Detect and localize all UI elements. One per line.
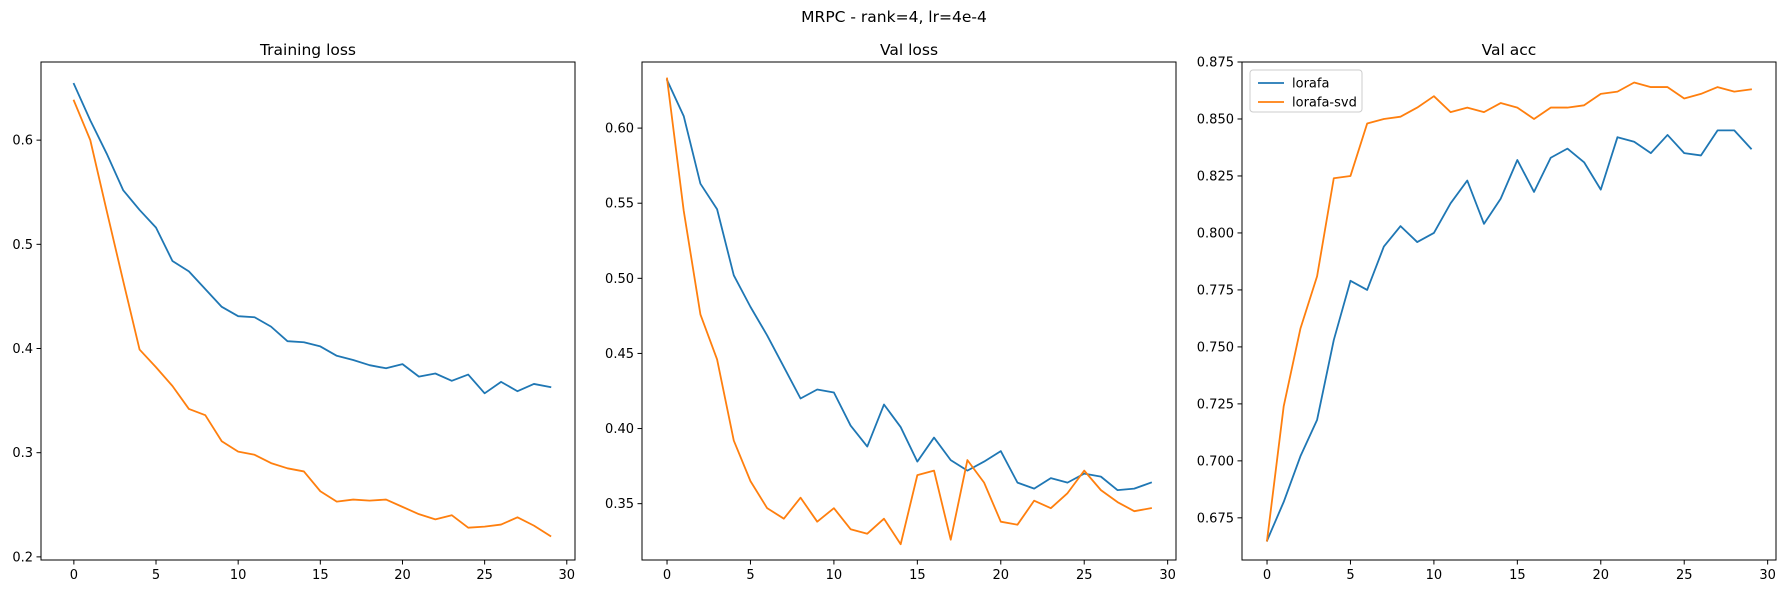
val-loss-xtick-label: 25 (1076, 568, 1093, 583)
val-acc-axes-frame (1241, 61, 1777, 561)
legend-label-lorafa: lorafa (1292, 77, 1329, 92)
training-loss-xtick-label: 15 (312, 568, 329, 583)
val-acc-xtick-label: 5 (1346, 568, 1354, 583)
training-loss-xtick-label: 20 (394, 568, 411, 583)
val-acc-title: Val acc (1482, 41, 1537, 59)
val-loss-xtick-label: 30 (1159, 568, 1176, 583)
val-loss-title: Val loss (880, 41, 938, 59)
training-loss-axes-frame (40, 61, 576, 561)
training-loss-xtick-label: 10 (230, 568, 247, 583)
val-loss-ytick-label: 0.55 (605, 197, 634, 212)
val-acc-xtick-label: 20 (1593, 568, 1610, 583)
val-acc-xtick-label: 15 (1509, 568, 1526, 583)
subplot-val-acc: Val acc 0 5 10 15 20 25 30 0.675 0.700 0.725 0.750 0… (1197, 41, 1777, 583)
val-loss-series-lorafa (665, 78, 1153, 492)
val-acc-ytick-label: 0.675 (1197, 511, 1234, 526)
training-loss-ytick-label: 0.2 (12, 550, 33, 565)
val-acc-xtick-label: 25 (1676, 568, 1693, 583)
training-loss-xtick-label: 30 (559, 568, 576, 583)
val-loss-xtick-label: 15 (909, 568, 926, 583)
val-loss-ytick-label: 0.45 (605, 347, 634, 362)
val-loss-ytick-label: 0.35 (605, 497, 634, 512)
training-loss-ytick-label: 0.4 (12, 342, 33, 357)
val-loss-ytick-label: 0.50 (605, 272, 634, 287)
val-acc-series-lorafa (1265, 129, 1753, 542)
val-loss-xtick-label: 5 (746, 568, 754, 583)
val-acc-legend: lorafa lorafa-svd (1249, 69, 1363, 113)
val-loss-xtick-label: 0 (663, 568, 671, 583)
val-loss-xtick-label: 10 (826, 568, 843, 583)
val-loss-series-lorafa-svd (666, 77, 1153, 546)
val-loss-axes-frame (641, 61, 1177, 561)
subplots: Training loss 0 5 10 15 20 25 30 0.2 0.3 0.4 0.5 0.6… (12, 41, 1777, 583)
training-loss-xtick-label: 5 (152, 568, 160, 583)
training-loss-ytick-label: 0.3 (12, 446, 33, 461)
training-loss-ytick-label: 0.5 (12, 238, 33, 253)
training-loss-xtick-label: 0 (70, 568, 78, 583)
val-loss-xtick-label: 20 (993, 568, 1010, 583)
val-acc-series-lorafa-svd (1266, 81, 1752, 542)
val-acc-ytick-label: 0.800 (1197, 226, 1234, 241)
val-acc-ytick-label: 0.875 (1197, 56, 1234, 71)
val-acc-xtick-label: 0 (1263, 568, 1271, 583)
val-loss-ytick-label: 0.40 (605, 422, 634, 437)
legend-label-lorafa-svd: lorafa-svd (1292, 96, 1357, 111)
val-acc-xtick-label: 30 (1759, 568, 1776, 583)
training-loss-ytick-label: 0.6 (12, 134, 33, 149)
training-loss-series-lorafa-svd (72, 99, 552, 538)
val-acc-ytick-label: 0.775 (1197, 283, 1234, 298)
val-acc-ytick-label: 0.750 (1197, 340, 1234, 355)
training-loss-xtick-label: 25 (476, 568, 493, 583)
subplot-val-loss: Val loss 0 5 10 15 20 25 30 0.35 0.40 0.45 0.50 0.55… (605, 41, 1177, 583)
val-acc-ytick-label: 0.725 (1197, 397, 1234, 412)
val-acc-ytick-label: 0.825 (1197, 169, 1234, 184)
val-loss-ytick-label: 0.60 (605, 122, 634, 137)
training-loss-title: Training loss (259, 41, 356, 59)
subplot-training-loss: Training loss 0 5 10 15 20 25 30 0.2 0.3 0.4 0.5 0.6 (12, 41, 576, 583)
val-acc-ytick-label: 0.850 (1197, 112, 1234, 127)
training-loss-series-lorafa (72, 82, 552, 395)
val-acc-ytick-label: 0.700 (1197, 454, 1234, 469)
val-acc-xtick-label: 10 (1426, 568, 1443, 583)
figure-suptitle: MRPC - rank=4, lr=4e-4 (801, 8, 987, 26)
